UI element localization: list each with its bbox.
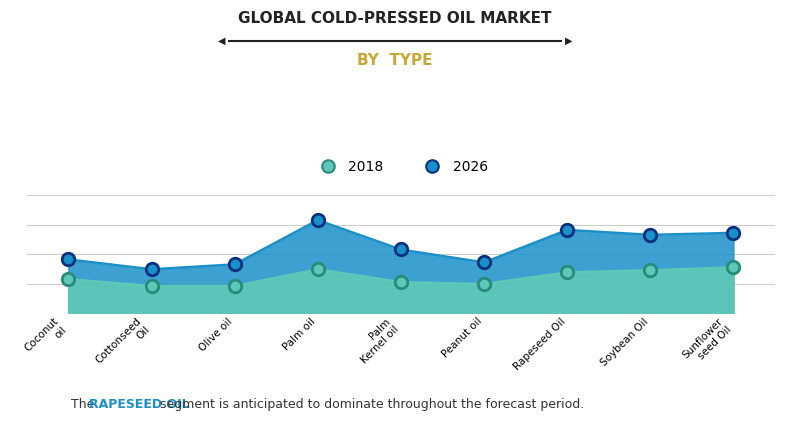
- Text: segment is anticipated to dominate throughout the forecast period.: segment is anticipated to dominate throu…: [156, 398, 585, 411]
- Text: BY  TYPE: BY TYPE: [357, 53, 433, 68]
- Text: GLOBAL COLD-PRESSED OIL MARKET: GLOBAL COLD-PRESSED OIL MARKET: [239, 11, 551, 26]
- Text: RAPESEED OIL: RAPESEED OIL: [89, 398, 190, 411]
- Text: The: The: [71, 398, 99, 411]
- Text: ◀: ◀: [218, 36, 225, 46]
- Text: ▶: ▶: [565, 36, 572, 46]
- Legend: 2018, 2026: 2018, 2026: [307, 152, 495, 181]
